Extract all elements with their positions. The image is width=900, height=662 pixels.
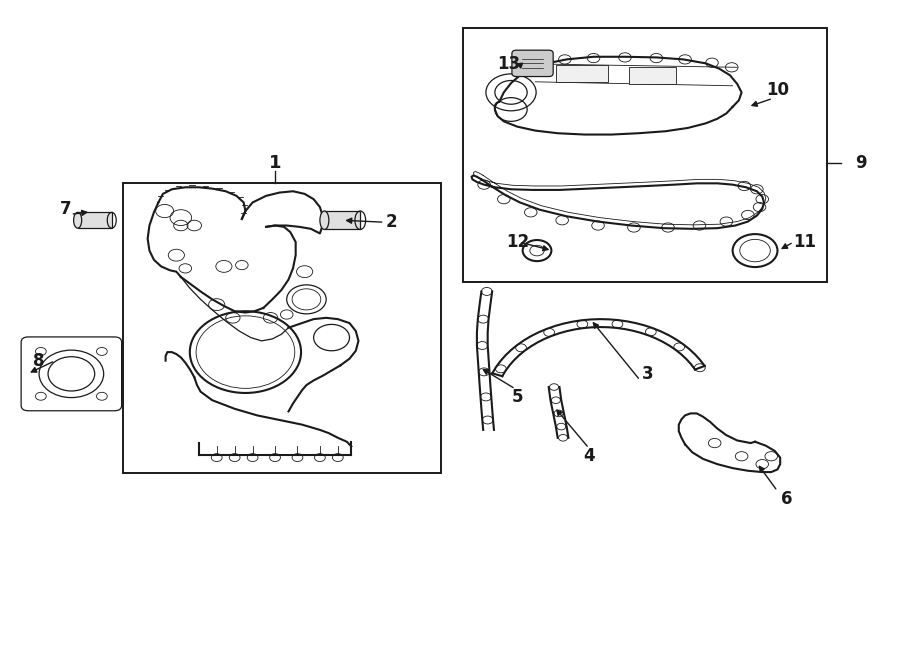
Bar bbox=[464, 28, 827, 281]
Ellipse shape bbox=[320, 211, 328, 230]
Text: 3: 3 bbox=[642, 365, 653, 383]
Bar bbox=[122, 183, 441, 473]
Text: 5: 5 bbox=[511, 388, 523, 406]
Text: 7: 7 bbox=[60, 200, 72, 218]
Bar bbox=[556, 65, 608, 82]
Text: 2: 2 bbox=[386, 213, 398, 231]
Ellipse shape bbox=[74, 213, 82, 228]
Text: 4: 4 bbox=[583, 448, 595, 465]
FancyBboxPatch shape bbox=[21, 337, 122, 410]
Text: 8: 8 bbox=[33, 352, 45, 369]
Text: 6: 6 bbox=[780, 490, 792, 508]
Text: 9: 9 bbox=[855, 154, 867, 172]
Text: 13: 13 bbox=[497, 55, 520, 73]
Bar bbox=[324, 211, 360, 230]
Text: 11: 11 bbox=[793, 233, 816, 251]
Text: 1: 1 bbox=[269, 154, 282, 172]
Text: 12: 12 bbox=[506, 233, 529, 251]
FancyBboxPatch shape bbox=[512, 50, 554, 77]
Bar bbox=[629, 68, 676, 84]
Text: 10: 10 bbox=[766, 81, 789, 99]
Bar bbox=[77, 213, 112, 228]
